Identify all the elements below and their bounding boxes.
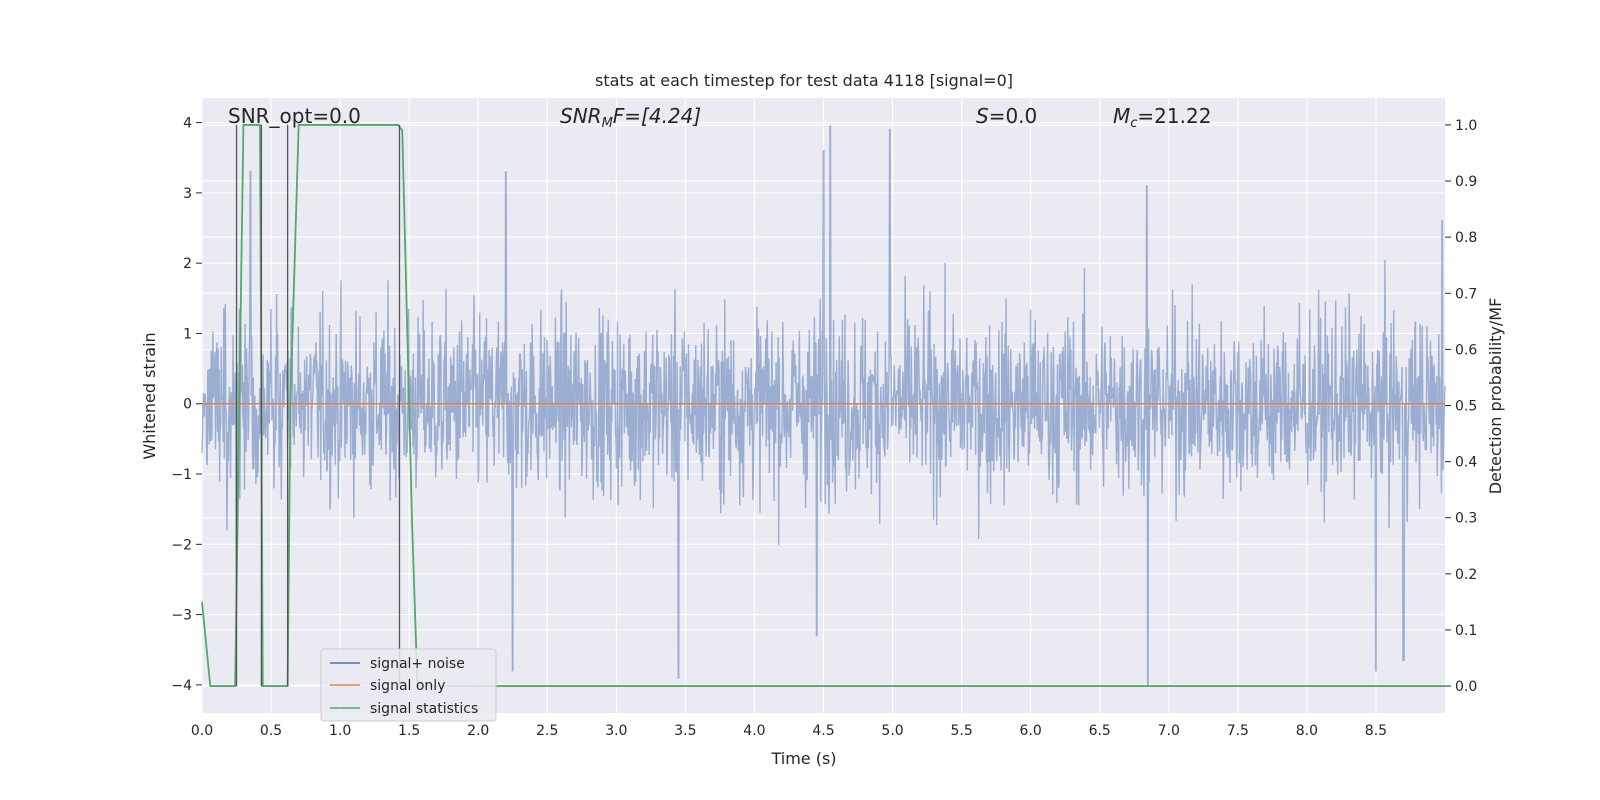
annotation-snr-opt: SNR_opt=0.0 (228, 104, 361, 128)
y-tick-label: −2 (171, 537, 192, 553)
y-tick-label: −1 (171, 467, 192, 483)
x-tick-label: 6.5 (1089, 723, 1111, 739)
y2-tick-label: 0.7 (1455, 286, 1477, 302)
legend: signal+ noise signal only signal statist… (320, 648, 497, 722)
y-tick-label: 1 (183, 326, 192, 342)
y2-tick-label: 0.3 (1455, 511, 1477, 527)
x-tick-label: 5.0 (881, 723, 903, 739)
y2-tick-label: 1.0 (1455, 118, 1477, 134)
legend-label-signal-statistics: signal statistics (370, 701, 478, 717)
x-tick-label: 0.0 (191, 723, 213, 739)
vertical-markers (235, 124, 401, 687)
snr-mf-rest: F=[4.24] (613, 104, 701, 128)
snr-mf-main: SNR (560, 104, 602, 128)
x-axis-label: Time (s) (770, 749, 836, 768)
x-tick-label: 5.5 (950, 723, 972, 739)
mc-label: M (1113, 104, 1130, 128)
y2-tick-label: 0.4 (1455, 455, 1477, 471)
snr-mf-sub: M (602, 116, 613, 131)
x-tick-label: 6.0 (1020, 723, 1042, 739)
x-tick-label: 2.0 (467, 723, 489, 739)
y-tick-label: 4 (183, 116, 192, 132)
y-tick-label: 0 (183, 397, 192, 413)
x-tick-label: 1.5 (398, 723, 420, 739)
x-tick-label: 7.0 (1158, 723, 1180, 739)
y-tick-label: −3 (171, 608, 192, 624)
y2-tick-label: 0.0 (1455, 679, 1477, 695)
s-label: S (976, 104, 989, 128)
x-tick-label: 4.0 (743, 723, 765, 739)
legend-label-signal-noise: signal+ noise (370, 656, 465, 672)
y2-tick-label: 0.2 (1455, 567, 1477, 583)
x-tick-label: 8.0 (1296, 723, 1318, 739)
grid-layer (201, 98, 1445, 713)
y-axis-label: Whitened strain (140, 332, 159, 459)
y2-tick-label: 0.5 (1455, 399, 1477, 415)
x-tick-label: 0.5 (260, 723, 282, 739)
x-tick-label: 1.0 (329, 723, 351, 739)
y2-tick-label: 0.6 (1455, 342, 1477, 358)
annotation-mc: Mc=21.22 (1113, 104, 1211, 131)
x-tick-label: 7.5 (1227, 723, 1249, 739)
y2-tick-label: 0.8 (1455, 230, 1477, 246)
signal-statistics-line (201, 124, 1445, 687)
x-tick-label: 2.5 (536, 723, 558, 739)
annotation-s: S=0.0 (976, 104, 1037, 128)
y2-tick-label: 0.9 (1455, 174, 1477, 190)
s-value: =0.0 (989, 104, 1038, 128)
y-tick-label: −4 (171, 678, 192, 694)
y2-tick-label: 0.1 (1455, 623, 1477, 639)
annotation-snr-mf: SNRMF=[4.24] (560, 104, 701, 131)
mc-sub: c (1130, 116, 1137, 131)
y-tick-label: 2 (183, 256, 192, 272)
mc-value: =21.22 (1137, 104, 1211, 128)
tick-labels: 0.0 0.5 1.0 1.5 2.0 2.5 3.0 3.5 4.0 4.5 5.0 5.5 6.0 6… (171, 116, 1477, 739)
x-tick-label: 8.5 (1365, 723, 1387, 739)
y2-axis-label: Detection probability/MF (1486, 298, 1505, 495)
x-tick-label: 4.5 (812, 723, 834, 739)
y-tick-label: 3 (183, 186, 192, 202)
signal-statistics-series (201, 124, 1445, 687)
x-tick-label: 3.0 (605, 723, 627, 739)
legend-box (320, 648, 497, 722)
x-tick-label: 3.5 (674, 723, 696, 739)
legend-label-signal-only: signal only (370, 678, 445, 694)
chart-title: stats at each timestep for test data 411… (595, 71, 1013, 90)
